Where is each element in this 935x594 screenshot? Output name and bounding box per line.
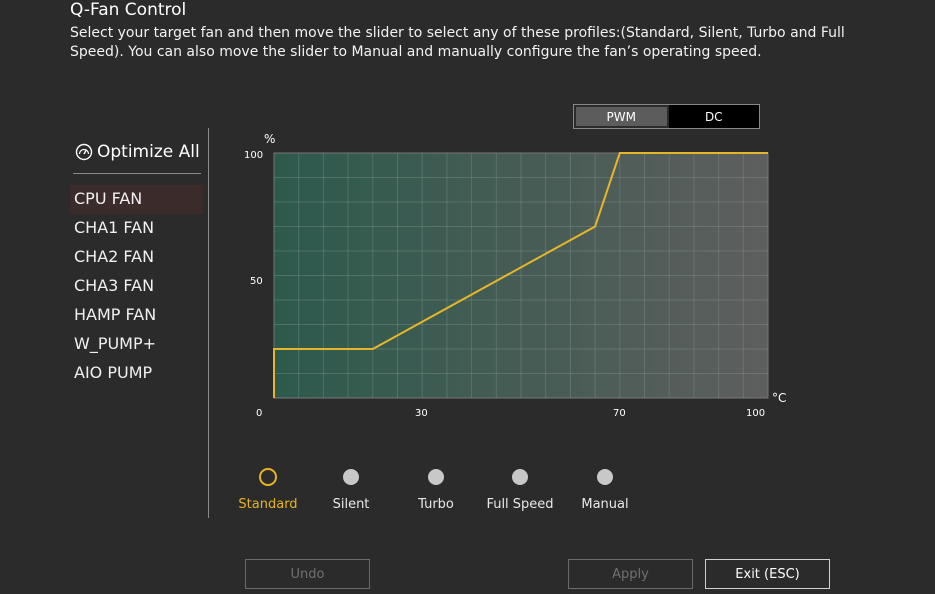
fan-curve-svg[interactable]: % °C 100 50 0 30 70 100 — [230, 128, 790, 428]
optimize-all-label: Optimize All — [97, 142, 200, 162]
fan-item-cpu[interactable]: CPU FAN — [70, 185, 203, 214]
profile-knob-full-speed[interactable] — [512, 469, 528, 485]
chart-plot-area[interactable] — [273, 152, 769, 399]
optimize-all-button[interactable]: Optimize All — [75, 142, 200, 162]
fan-curve-line[interactable] — [273, 152, 768, 398]
page-description: Select your target fan and then move the… — [70, 25, 845, 60]
pwm-dc-toggle[interactable]: PWM DC — [573, 104, 760, 129]
undo-button[interactable]: Undo — [245, 559, 370, 589]
y-tick-100: 100 — [244, 150, 263, 161]
fan-item-cha3[interactable]: CHA3 FAN — [74, 276, 155, 295]
page-title: Q-Fan Control — [70, 0, 187, 20]
profile-knob-silent[interactable] — [343, 469, 359, 485]
fan-list: CPU FAN CHA1 FAN CHA2 FAN CHA3 FAN HAMP … — [70, 185, 203, 388]
x-tick-100: 100 — [746, 408, 765, 419]
profile-knob-standard[interactable] — [259, 468, 277, 486]
fan-item-cha1[interactable]: CHA1 FAN — [74, 218, 155, 237]
profile-label-turbo[interactable]: Turbo — [418, 497, 454, 512]
apply-button[interactable]: Apply — [568, 559, 693, 589]
profile-slider[interactable]: Standard Silent Turbo Full Speed Manual — [238, 462, 640, 522]
profile-label-silent[interactable]: Silent — [332, 497, 370, 512]
profile-knob-manual[interactable] — [597, 469, 613, 485]
profile-slider-track[interactable] — [240, 462, 640, 492]
fan-item-cha2[interactable]: CHA2 FAN — [74, 247, 155, 266]
sidebar-divider — [208, 128, 209, 518]
fan-curve[interactable] — [273, 152, 768, 398]
y-axis-label: % — [264, 132, 275, 146]
gauge-icon — [75, 143, 93, 161]
fan-item-hamp[interactable]: HAMP FAN — [74, 305, 157, 324]
x-tick-70: 70 — [613, 408, 626, 419]
profile-label-standard[interactable]: Standard — [238, 497, 298, 512]
exit-button[interactable]: Exit (ESC) — [705, 559, 830, 589]
pwm-option[interactable]: PWM — [576, 107, 667, 126]
optimize-divider — [73, 173, 201, 174]
x-tick-30: 30 — [415, 408, 428, 419]
x-axis-label: °C — [772, 391, 786, 405]
fan-item-aio-pump[interactable]: AIO PUMP — [74, 363, 153, 382]
fan-item-w-pump[interactable]: W_PUMP+ — [74, 334, 157, 353]
profile-label-full-speed[interactable]: Full Speed — [486, 497, 554, 512]
y-tick-50: 50 — [250, 276, 263, 287]
profile-label-manual[interactable]: Manual — [581, 497, 629, 512]
chart-grid — [274, 153, 768, 398]
profile-knob-turbo[interactable] — [428, 469, 444, 485]
x-tick-0: 0 — [256, 408, 262, 419]
dc-option[interactable]: DC — [668, 105, 759, 128]
fan-curve-chart[interactable]: % °C 100 50 0 30 70 100 — [230, 128, 790, 428]
